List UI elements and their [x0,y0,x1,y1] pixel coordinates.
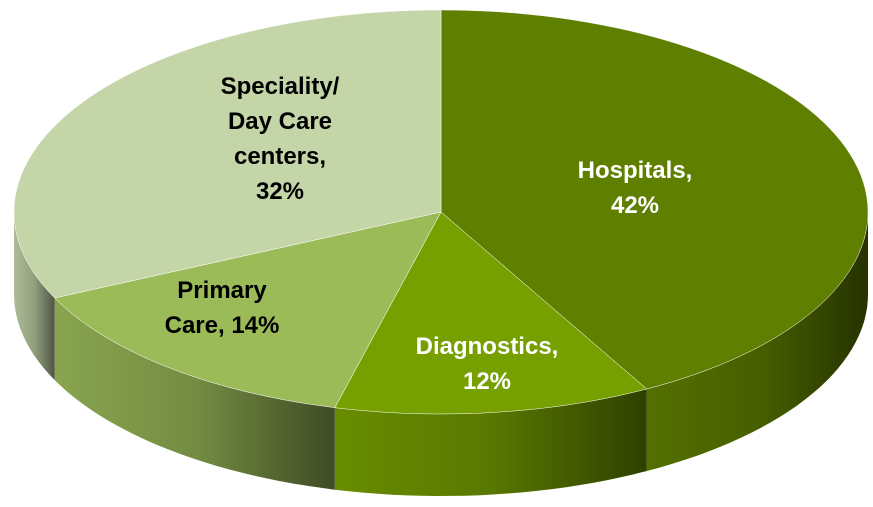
slice [13,9,442,299]
data-label: Primary [177,277,267,304]
data-label: Day Care [228,108,332,135]
slice [334,211,648,415]
slice-side-shade [54,298,335,490]
slice-side-shade [334,389,647,496]
data-label: 12% [463,368,511,395]
data-label: centers, [234,143,326,170]
data-label: Care, 14% [165,312,280,339]
data-label: 42% [611,192,659,219]
slice-side-shade [14,212,55,380]
data-label: Hospitals, [578,157,693,184]
slice [440,9,869,390]
slice [54,211,442,408]
slice-side-shade [646,212,868,471]
data-label: Diagnostics, [416,333,559,360]
data-label: 32% [256,178,304,205]
data-label: Speciality/ [221,73,340,100]
